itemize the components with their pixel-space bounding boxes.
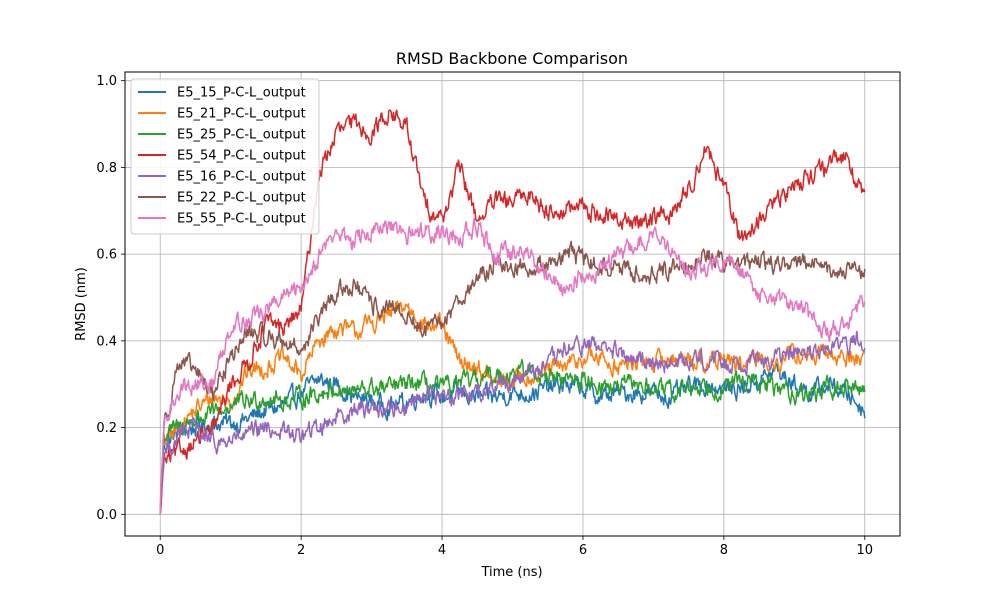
legend-label: E5_22_P-C-L_output xyxy=(177,191,306,206)
series-line-E5_15_P-C-L_output xyxy=(159,362,866,515)
x-tick-label: 2 xyxy=(297,543,305,558)
series-lines xyxy=(159,109,866,515)
y-tick-label: 0.2 xyxy=(96,421,117,436)
y-axis-label: RMSD (nm) xyxy=(74,267,89,341)
x-tick-label: 10 xyxy=(856,543,873,558)
series-line-E5_55_P-C-L_output xyxy=(159,217,866,515)
x-tick-label: 8 xyxy=(720,543,728,558)
legend-label: E5_15_P-C-L_output xyxy=(177,86,306,101)
series-line-E5_22_P-C-L_output xyxy=(159,240,866,515)
legend-label: E5_16_P-C-L_output xyxy=(177,170,306,185)
y-tick-label: 1.0 xyxy=(96,74,117,89)
y-tick-label: 0.8 xyxy=(96,161,117,176)
y-tick-label: 0.4 xyxy=(96,334,117,349)
axis-ticks: 0 2 4 6 8 10 0.0 0.2 0.4 0.6 0.8 1.0 xyxy=(96,74,873,558)
series-line-E5_16_P-C-L_output xyxy=(159,330,866,515)
legend-box xyxy=(130,78,320,235)
series-line-E5_25_P-C-L_output xyxy=(159,358,866,515)
y-tick-label: 0.0 xyxy=(96,508,117,523)
legend: E5_15_P-C-L_output E5_21_P-C-L_output E5_2… xyxy=(130,78,320,235)
series-line-E5_54_P-C-L_output xyxy=(159,109,866,515)
plot-area-frame xyxy=(124,71,901,537)
legend-label: E5_25_P-C-L_output xyxy=(177,128,306,143)
y-tick-label: 0.6 xyxy=(96,248,117,263)
legend-label: E5_21_P-C-L_output xyxy=(177,107,306,122)
x-tick-label: 4 xyxy=(438,543,446,558)
legend-label: E5_55_P-C-L_output xyxy=(177,212,306,227)
x-tick-label: 6 xyxy=(579,543,587,558)
x-tick-label: 0 xyxy=(156,543,164,558)
x-axis-label: Time (ns) xyxy=(480,565,542,580)
chart-title: RMSD Backbone Comparison xyxy=(396,49,628,68)
legend-label: E5_54_P-C-L_output xyxy=(177,149,306,164)
